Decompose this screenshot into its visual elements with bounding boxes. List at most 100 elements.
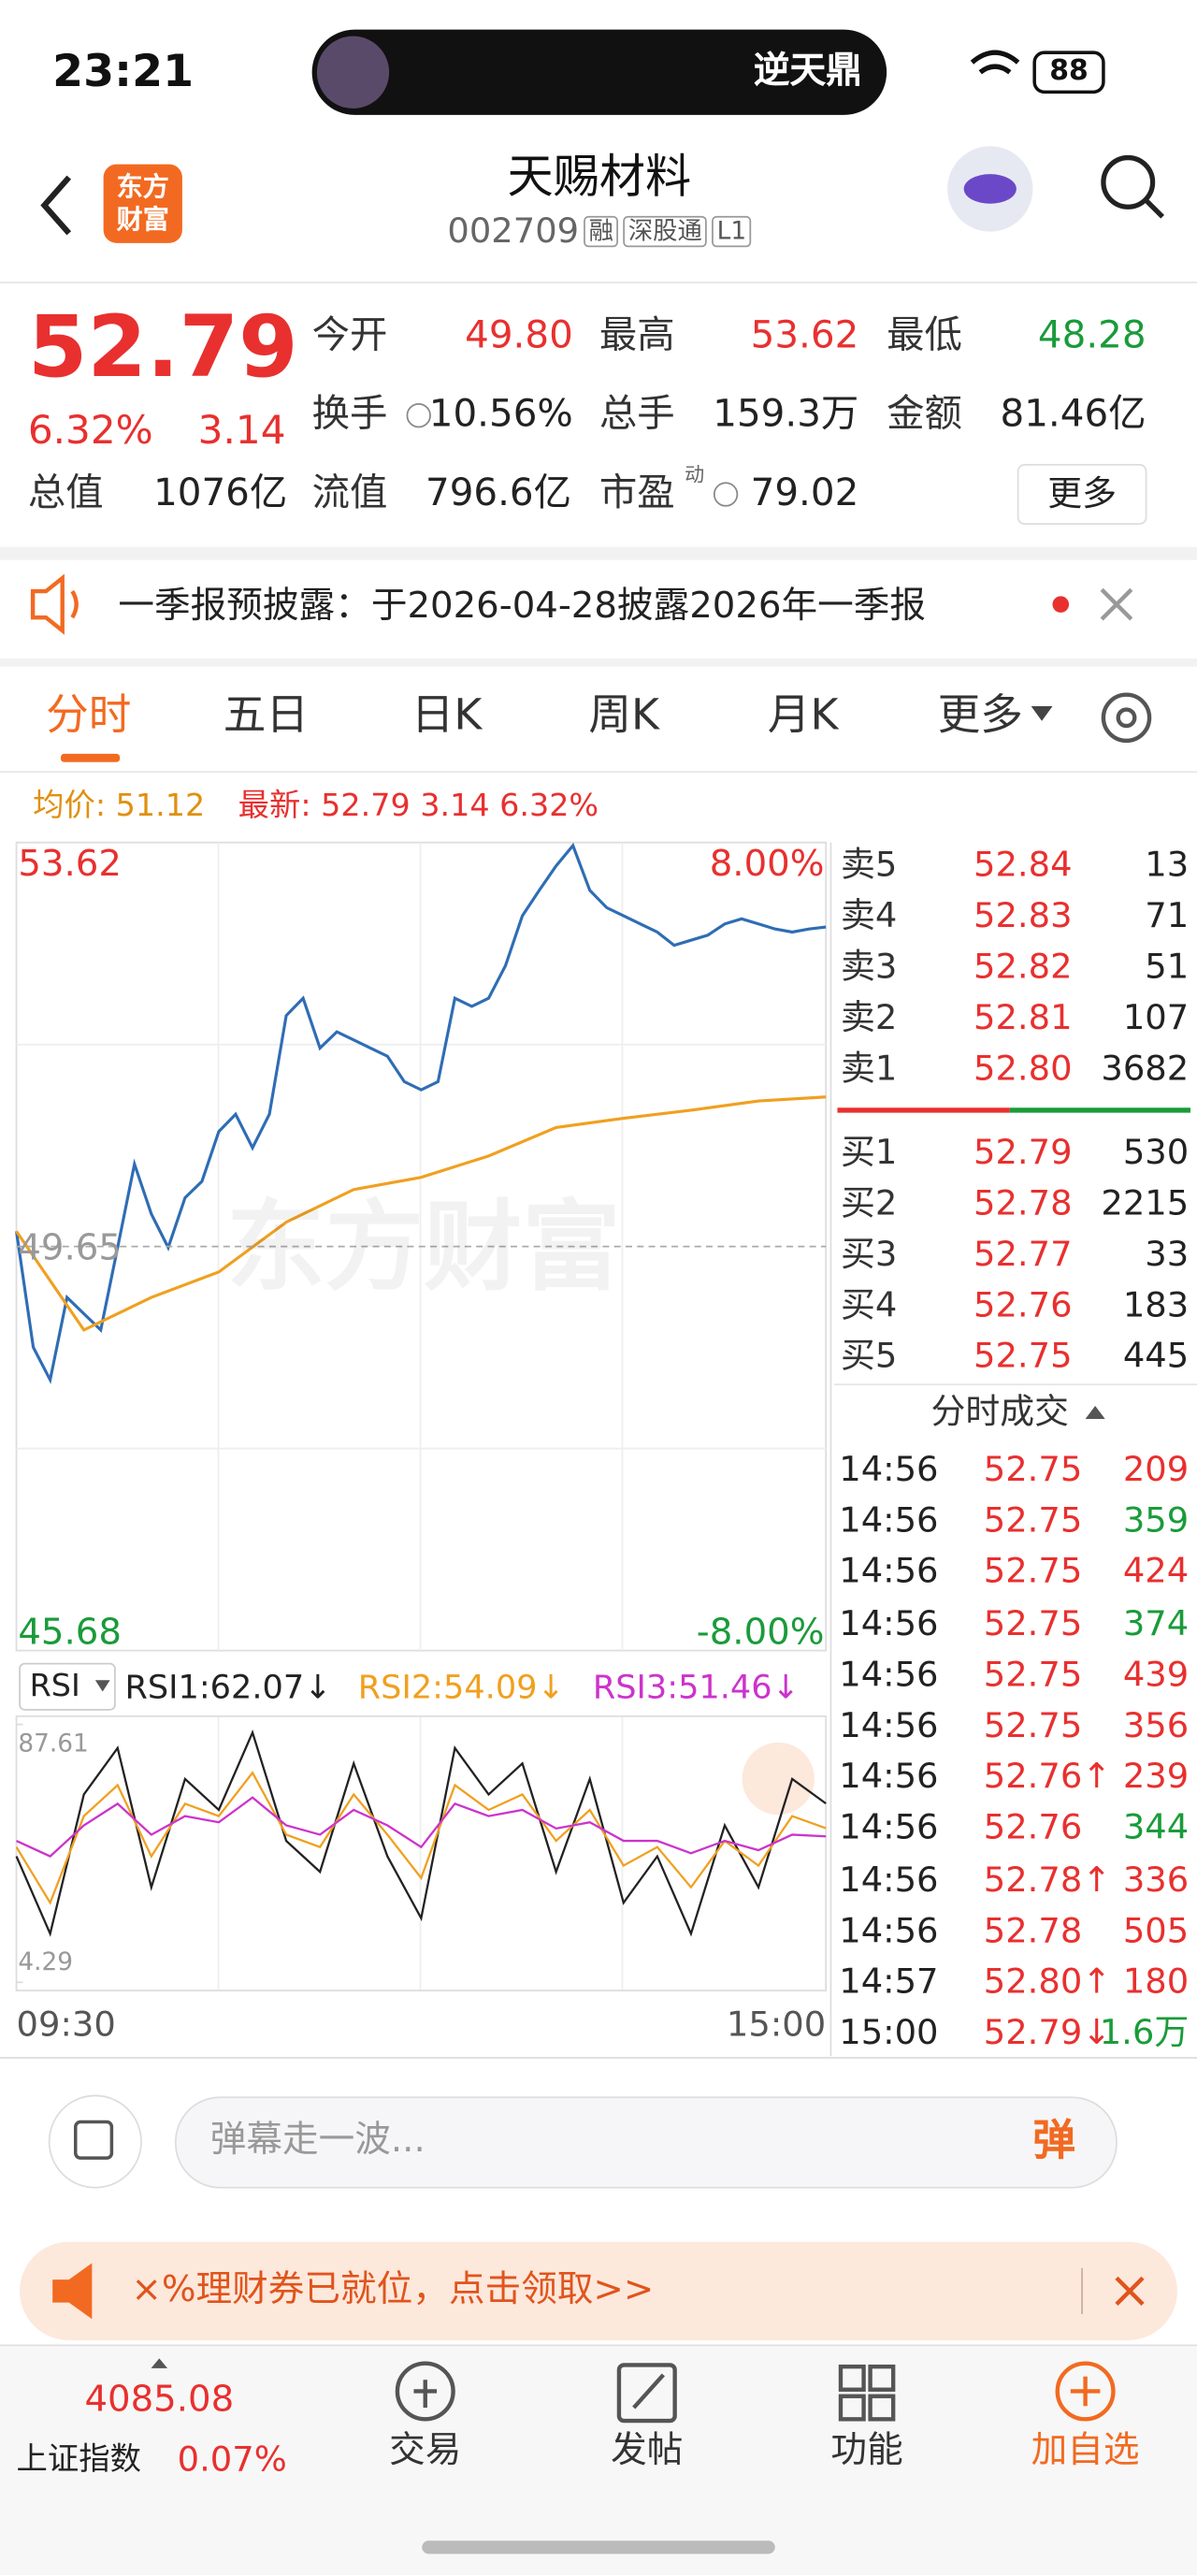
more-button-label[interactable]: 更多	[1047, 473, 1117, 514]
tab[interactable]: 五日	[223, 691, 310, 741]
trade-price: 52.76↑	[983, 1757, 1112, 1797]
trade-volume: 239	[1122, 1757, 1190, 1797]
y2-tick-label: 8.00%	[709, 844, 825, 886]
back-button[interactable]	[40, 175, 72, 236]
y2-tick-label: -8.00%	[696, 1613, 825, 1655]
tab-underline	[60, 753, 121, 762]
trade-volume: 374	[1122, 1602, 1190, 1643]
trade-price: 52.75	[983, 1500, 1083, 1541]
settings-button[interactable]	[1101, 692, 1152, 744]
danmaku-settings[interactable]	[48, 2094, 142, 2189]
wifi-icon	[970, 50, 1020, 75]
trade-time: 14:56	[839, 1910, 939, 1950]
nav-item[interactable]: 交易	[389, 2430, 462, 2472]
dynamic-island	[311, 29, 887, 115]
tab[interactable]: 分时	[46, 691, 132, 741]
tab[interactable]: 更多	[937, 691, 1023, 741]
indicator-selector[interactable]	[19, 1662, 116, 1711]
series-line	[14, 842, 827, 1384]
change-amount: 3.14	[197, 407, 286, 454]
tab[interactable]: 月K	[767, 691, 839, 741]
bid-label: 买1	[840, 1132, 898, 1172]
trade-volume: 180	[1122, 1961, 1190, 2002]
x-tick-label: 15:00	[726, 2004, 827, 2045]
logo	[103, 164, 182, 243]
ask-price: 52.84	[973, 845, 1073, 885]
change-percent: 6.32%	[27, 407, 153, 454]
bid-label: 买5	[840, 1336, 898, 1376]
ask-price: 52.80	[973, 1049, 1073, 1089]
index-name: 上证指数	[16, 2441, 142, 2478]
search-button[interactable]	[1101, 154, 1164, 219]
field-label: 最高	[598, 314, 675, 357]
promo-banner[interactable]	[20, 2241, 1177, 2341]
trades-title: 分时成交	[930, 1392, 1070, 1432]
field-label: 今开	[311, 314, 388, 357]
expand-button[interactable]	[742, 1742, 815, 1816]
trade-price: 52.75	[983, 1654, 1083, 1694]
trade-volume: 344	[1122, 1807, 1190, 1848]
comment-placeholder: 弹幕走一波...	[209, 2120, 425, 2162]
bid-volume: 183	[1122, 1284, 1190, 1325]
field-value: 49.80	[465, 314, 573, 357]
field-value: 1076亿	[153, 471, 288, 515]
legend-entry: RSI1:62.07↓	[124, 1667, 332, 1707]
trade-time: 14:56	[839, 1602, 939, 1643]
trade-volume: 1.6万	[1099, 2013, 1190, 2053]
trade-time: 14:56	[839, 1449, 939, 1489]
ask-volume: 3682	[1101, 1049, 1190, 1089]
trade-price: 52.78	[983, 1910, 1083, 1950]
expand-icon	[151, 2358, 168, 2368]
ask-label: 卖1	[840, 1049, 898, 1089]
comment-input[interactable]	[174, 2096, 1118, 2189]
ask-label: 卖3	[840, 947, 898, 987]
field-value: 10.56%	[428, 393, 573, 437]
y-tick-label: 87.61	[18, 1729, 89, 1758]
danmaku-button[interactable]: 弹	[1032, 2117, 1076, 2166]
ask-volume: 51	[1145, 947, 1190, 987]
info-icon	[713, 482, 739, 507]
sort-icon	[1085, 1405, 1105, 1420]
nav-item[interactable]: 加自选	[1031, 2430, 1140, 2472]
danmaku-icon	[74, 2120, 114, 2160]
nav-item[interactable]: 发帖	[611, 2430, 684, 2472]
tab[interactable]: 日K	[411, 691, 483, 741]
close-promo[interactable]	[1115, 2276, 1145, 2306]
ask-volume: 107	[1122, 997, 1190, 1037]
bid-label: 买3	[840, 1234, 898, 1274]
more-button[interactable]	[1017, 464, 1147, 525]
series-line	[15, 1771, 827, 1905]
field-value: 79.02	[750, 471, 859, 515]
chart-dividers	[16, 842, 827, 1991]
rsi-chart-frame	[15, 1715, 828, 1991]
trade-price: 52.80↑	[983, 1961, 1112, 2002]
speaker-icon	[30, 573, 79, 635]
close-notice[interactable]	[1100, 587, 1133, 621]
tab[interactable]: 周K	[588, 691, 660, 741]
field-label: 换手	[311, 393, 388, 437]
field-label: 最低	[887, 314, 962, 357]
divider	[0, 658, 1197, 667]
x-tick-label: 09:30	[16, 2004, 116, 2045]
bid-label: 买4	[840, 1284, 898, 1325]
stock-tag: 深股通	[623, 215, 708, 248]
field-value: 48.28	[1037, 314, 1147, 357]
field-value: 81.46亿	[1000, 393, 1147, 437]
field-label: 总值	[27, 471, 104, 515]
banner-avatar	[316, 36, 390, 109]
nav-item[interactable]: 功能	[830, 2430, 903, 2472]
trade-time: 14:56	[839, 1757, 939, 1797]
ask-volume: 13	[1145, 845, 1190, 885]
trade-price: 52.75	[983, 1552, 1083, 1592]
battery	[1032, 51, 1105, 94]
index-change: 0.07%	[177, 2439, 287, 2480]
dropdown-icon	[94, 1680, 110, 1692]
legend-entry: RSI2:54.09↓	[357, 1667, 565, 1707]
y-tick-label: 53.62	[18, 844, 122, 886]
trade-volume: 359	[1122, 1500, 1190, 1541]
trade-volume: 356	[1122, 1705, 1190, 1745]
trade-time: 14:56	[839, 1859, 939, 1899]
trade-price: 52.79↓	[983, 2013, 1112, 2053]
